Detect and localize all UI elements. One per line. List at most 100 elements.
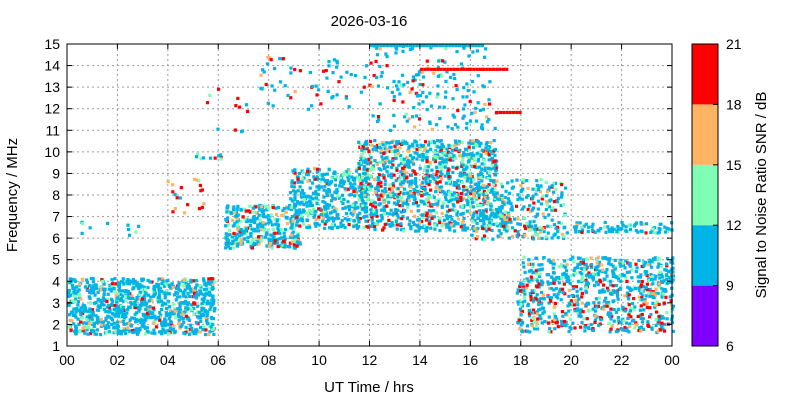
data-point [302, 197, 306, 202]
data-point [487, 183, 491, 187]
data-point [126, 277, 130, 282]
data-point [81, 303, 86, 307]
data-point [381, 195, 385, 200]
data-point [612, 227, 616, 232]
data-point [350, 175, 354, 179]
data-point [561, 272, 565, 276]
data-point [563, 292, 567, 296]
data-point [257, 241, 261, 246]
data-point [408, 144, 412, 148]
data-point [552, 190, 556, 194]
data-point [603, 277, 607, 282]
data-point [479, 153, 483, 157]
data-point [438, 105, 442, 109]
data-point [635, 266, 639, 270]
data-point [355, 226, 359, 230]
data-point [554, 226, 558, 230]
data-point [412, 223, 416, 227]
data-point [115, 304, 119, 308]
data-point [488, 80, 492, 84]
data-point [188, 323, 193, 327]
data-point [425, 226, 429, 230]
data-point [308, 225, 312, 229]
data-point [300, 188, 305, 193]
data-point [465, 95, 469, 99]
data-point [423, 168, 427, 172]
data-point [443, 195, 448, 199]
data-point [413, 151, 417, 155]
data-point [367, 160, 371, 165]
data-point [671, 266, 675, 270]
data-point [327, 218, 331, 222]
data-point [615, 292, 620, 296]
data-point [233, 223, 237, 227]
data-point [537, 186, 541, 190]
data-point [465, 121, 469, 126]
data-point [407, 199, 412, 203]
data-point [378, 47, 382, 51]
data-point [470, 79, 475, 84]
data-point [376, 188, 380, 193]
data-point [114, 282, 118, 286]
data-point [157, 290, 162, 294]
data-point [192, 288, 196, 292]
data-point [662, 279, 666, 283]
x-tick-label: 00 [59, 352, 75, 368]
data-point [579, 287, 583, 291]
data-point [397, 80, 401, 84]
data-point [444, 222, 448, 227]
data-point [636, 314, 640, 319]
data-point [256, 225, 260, 229]
data-point [450, 148, 454, 152]
data-point [291, 197, 295, 201]
data-point [632, 224, 637, 228]
data-point [651, 227, 655, 231]
data-point [607, 321, 611, 325]
data-point [187, 332, 192, 336]
data-point [587, 308, 591, 312]
data-point [392, 44, 396, 48]
data-point [562, 319, 567, 324]
data-point [382, 212, 387, 216]
data-point [197, 310, 201, 315]
data-point [291, 219, 295, 223]
data-point [645, 288, 649, 292]
data-point [274, 212, 279, 217]
data-point [297, 212, 301, 216]
data-point [475, 67, 479, 71]
data-point [637, 286, 641, 290]
data-point [452, 183, 456, 187]
data-point [235, 223, 239, 227]
data-point [444, 192, 448, 197]
data-point [67, 288, 71, 293]
data-point [502, 224, 506, 228]
data-point [498, 213, 502, 217]
data-point [401, 100, 405, 104]
data-point [611, 271, 615, 275]
data-point [201, 156, 206, 160]
data-point [273, 66, 277, 71]
data-point [482, 234, 487, 238]
data-point [460, 180, 465, 185]
data-point [551, 181, 555, 186]
data-point [459, 225, 463, 229]
data-point [474, 237, 478, 241]
data-point [534, 297, 538, 301]
data-point [396, 208, 400, 213]
data-point [598, 278, 602, 282]
data-point [446, 189, 450, 193]
data-point [183, 332, 187, 336]
data-point [296, 180, 300, 184]
data-point [78, 330, 82, 334]
data-point [644, 222, 649, 226]
data-point [586, 282, 590, 286]
data-point [235, 220, 239, 224]
data-point [660, 321, 664, 325]
data-point [458, 154, 462, 158]
data-point [74, 332, 78, 336]
data-point [429, 46, 433, 50]
data-point [414, 114, 419, 118]
y-tick-label: 8 [52, 187, 60, 203]
data-point [138, 304, 142, 308]
data-point [251, 210, 255, 214]
